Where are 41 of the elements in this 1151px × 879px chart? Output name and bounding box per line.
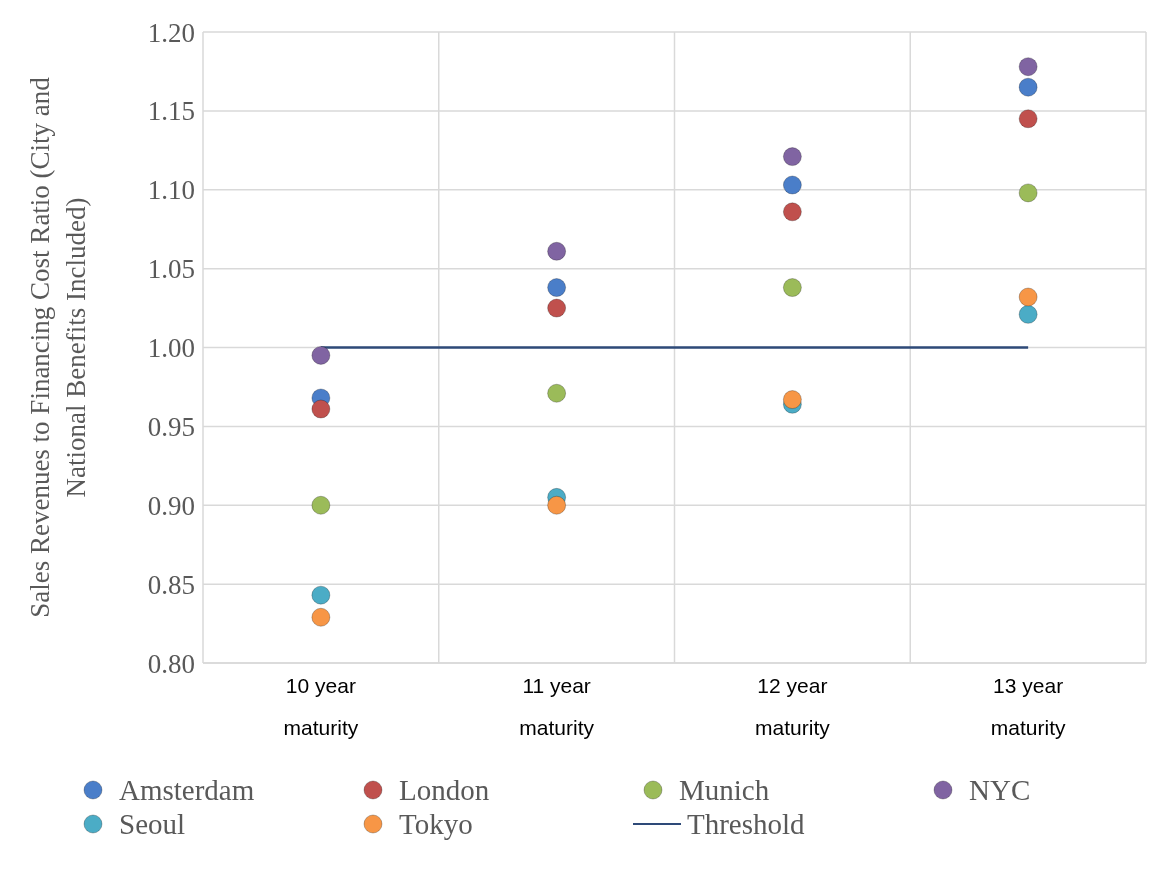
legend-label: Amsterdam	[119, 773, 255, 807]
point	[311, 399, 331, 419]
point	[1018, 57, 1038, 77]
y-tick-label: 1.20	[147, 17, 195, 48]
point	[1018, 304, 1038, 324]
legend-label: Threshold	[687, 807, 805, 841]
point	[782, 147, 802, 167]
x-tick-label: 11 year maturity	[519, 674, 595, 739]
point	[782, 175, 802, 195]
y-tick-label: 0.80	[147, 648, 195, 679]
point	[782, 202, 802, 222]
point	[311, 607, 331, 627]
y-axis-title: Sales Revenues to Financing Cost Ratio (City and National Benefits Included)	[25, 76, 91, 618]
point	[1018, 183, 1038, 203]
x-tick-label: 10 year maturity	[283, 674, 359, 739]
point	[782, 278, 802, 298]
y-tick-label: 0.95	[147, 411, 195, 442]
point	[547, 241, 567, 261]
legend-label: London	[399, 773, 490, 807]
point	[547, 278, 567, 298]
point	[311, 585, 331, 605]
point	[1018, 287, 1038, 307]
legend-label: Tokyo	[399, 807, 473, 841]
legend-label: NYC	[969, 773, 1031, 807]
x-tick-label: 12 year maturity	[755, 674, 831, 739]
y-tick-label: 1.10	[147, 175, 195, 206]
legend-label: Seoul	[119, 807, 186, 841]
point	[547, 383, 567, 403]
point	[547, 298, 567, 318]
y-tick-label: 0.90	[147, 490, 195, 521]
y-tick-label: 1.00	[147, 333, 195, 364]
point	[1018, 109, 1038, 129]
point	[311, 345, 331, 365]
point	[1018, 77, 1038, 97]
x-tick-label: 13 year maturity	[990, 674, 1066, 739]
point	[311, 495, 331, 515]
point	[547, 495, 567, 515]
legend-label: Munich	[679, 773, 770, 807]
y-tick-label: 1.15	[147, 96, 195, 127]
y-tick-label: 1.05	[147, 254, 195, 285]
y-tick-label: 0.85	[147, 569, 195, 600]
